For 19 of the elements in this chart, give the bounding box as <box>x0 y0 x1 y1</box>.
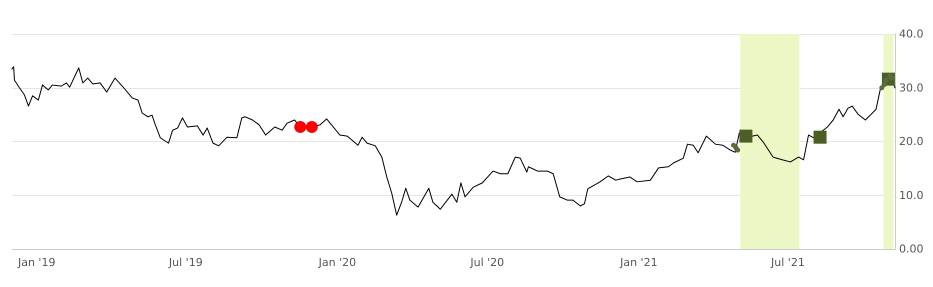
y-tick-label: 40.0 <box>899 28 924 40</box>
point <box>814 130 827 144</box>
point <box>882 82 887 88</box>
y-tick-label: 0.00 <box>899 242 924 256</box>
point <box>306 120 318 133</box>
x-tick-label: Jan '20 <box>318 256 356 269</box>
x-tick-label: Jan '21 <box>619 256 658 269</box>
y-tick-label: 30.0 <box>899 81 924 94</box>
x-tick-label: Jul '19 <box>168 256 203 269</box>
point <box>889 76 894 81</box>
x-tick-label: Jan '19 <box>16 256 56 269</box>
y-tick-label: 20.0 <box>899 135 924 148</box>
line-series <box>12 66 896 216</box>
point <box>739 130 752 143</box>
x-tick-label: Jul '21 <box>770 256 805 269</box>
point <box>735 148 740 153</box>
point <box>294 120 306 133</box>
x-tick-label: Jul '20 <box>469 256 504 269</box>
y-tick-label: 10.0 <box>899 188 924 202</box>
